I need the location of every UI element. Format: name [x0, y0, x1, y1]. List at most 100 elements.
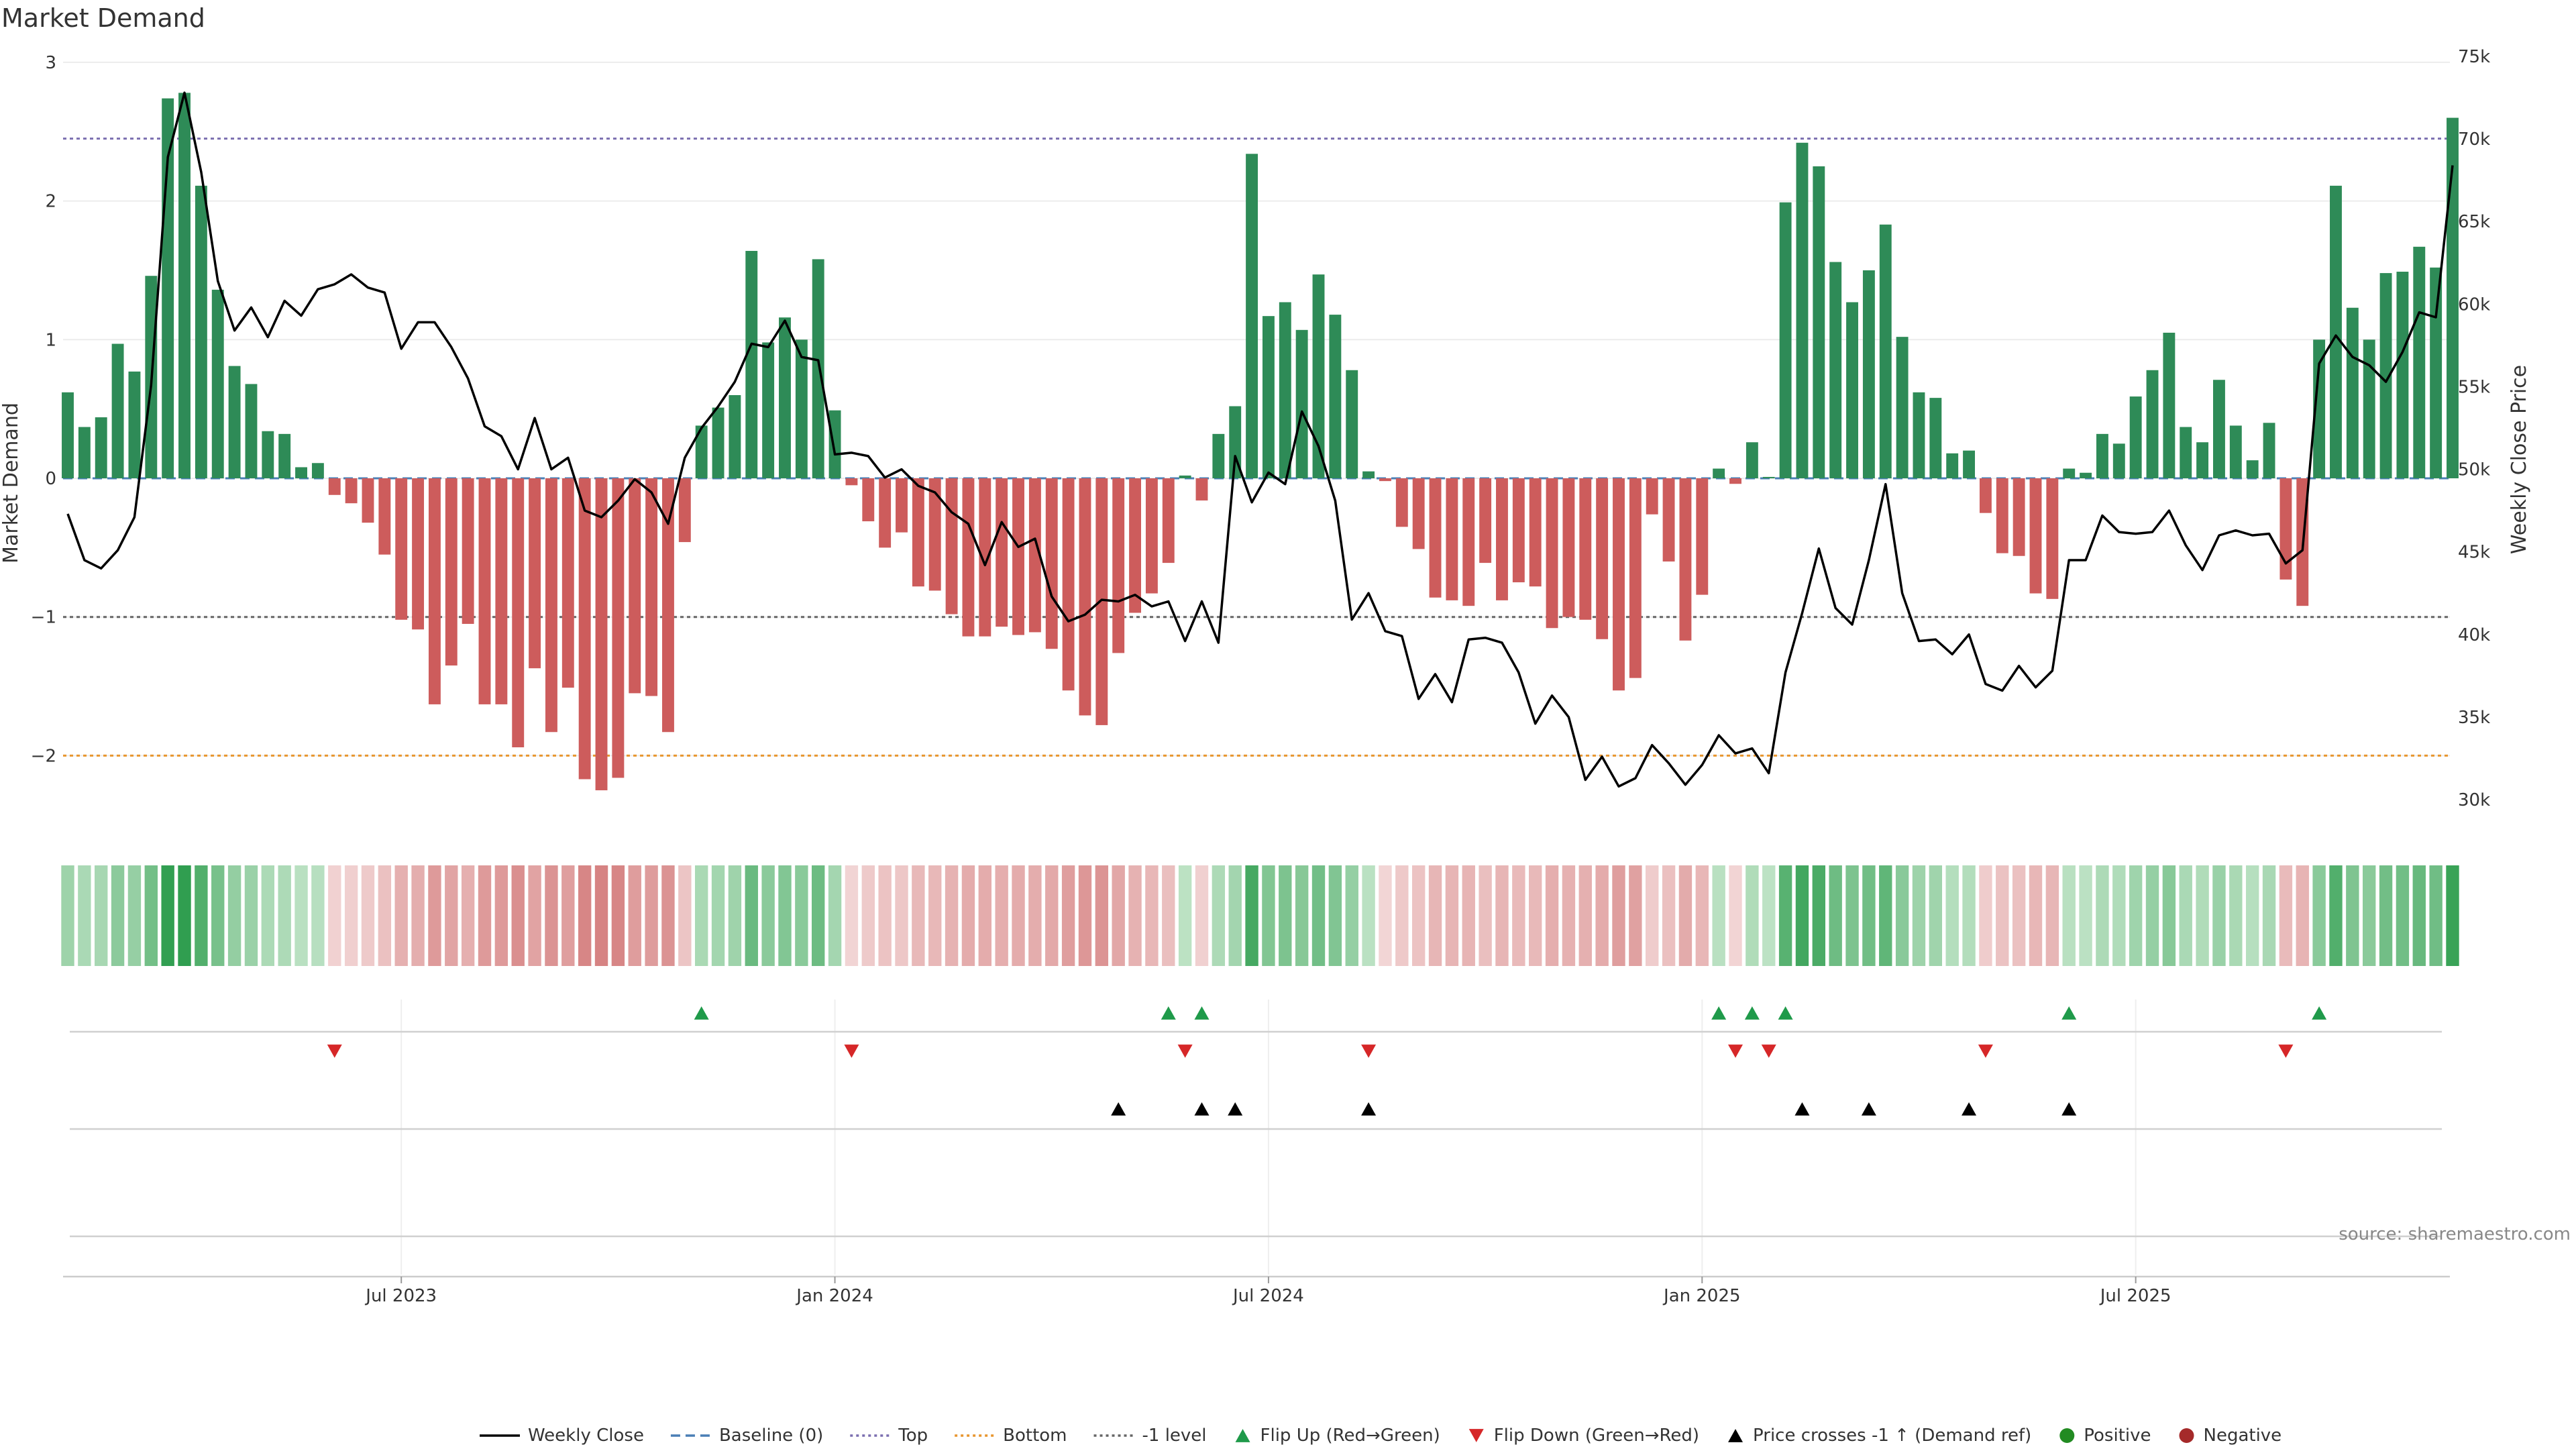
demand-bar: [1762, 476, 1775, 478]
demand-bar: [1696, 478, 1709, 595]
heat-cell: [1212, 865, 1226, 966]
demand-bar: [1979, 478, 1992, 513]
demand-bar: [1346, 370, 1358, 478]
legend-item: Negative: [2179, 1426, 2282, 1446]
heat-cell: [1045, 865, 1059, 966]
heat-cell: [761, 865, 775, 966]
heat-cell: [411, 865, 425, 966]
flip-up-marker: [1161, 1006, 1176, 1020]
legend-item: Flip Down (Green→Red): [1468, 1426, 1699, 1446]
heat-cell: [1845, 865, 1859, 966]
heat-cell: [2079, 865, 2092, 966]
legend-item: Price crosses -1 ↑ (Demand ref): [1728, 1426, 2031, 1446]
demand-bar: [828, 410, 841, 478]
x-tick-label: Jan 2024: [795, 1286, 873, 1306]
demand-bar: [2279, 478, 2292, 580]
heat-cell: [445, 865, 458, 966]
demand-bar: [1312, 274, 1325, 478]
demand-bar: [1813, 166, 1825, 479]
demand-heat-strip: [61, 865, 2459, 966]
demand-bar: [1429, 478, 1442, 598]
demand-bar: [1145, 478, 1158, 594]
flip-up-marker: [694, 1006, 709, 1020]
demand-bar: [2112, 443, 2125, 478]
left-tick-label: 3: [45, 53, 56, 73]
right-tick-label: 60k: [2458, 294, 2490, 315]
flip-down-marker: [1728, 1044, 1743, 1058]
demand-bar: [1996, 478, 2008, 553]
heat-cell: [378, 865, 392, 966]
source-note: source: sharemaestro.com: [2339, 1224, 2571, 1244]
right-tick-label: 50k: [2458, 460, 2490, 480]
flip-up-marker: [2061, 1006, 2077, 1020]
demand-bar: [595, 478, 608, 791]
demand-bar: [1963, 450, 1976, 478]
demand-bar: [1546, 478, 1558, 629]
heat-cell: [812, 865, 825, 966]
demand-bar: [2447, 117, 2459, 478]
heat-cell: [895, 865, 908, 966]
demand-bar: [2263, 423, 2275, 478]
demand-bar: [1212, 433, 1225, 478]
heat-cell: [494, 865, 508, 966]
heat-cell: [511, 865, 525, 966]
demand-bar: [1045, 478, 1058, 649]
demand-bar: [1112, 478, 1125, 653]
heat-cell: [528, 865, 541, 966]
demand-bar: [662, 478, 674, 733]
heat-cell: [1795, 865, 1809, 966]
legend-swatch: [1728, 1429, 1743, 1442]
demand-bar: [996, 478, 1008, 627]
heat-cell: [2045, 865, 2059, 966]
legend-item: Top: [850, 1426, 928, 1446]
heat-cell: [1095, 865, 1109, 966]
heat-cell: [1311, 865, 1326, 966]
demand-bar: [62, 392, 74, 478]
heat-cell: [478, 865, 492, 966]
heat-cell: [1379, 865, 1392, 966]
demand-bar: [262, 431, 274, 478]
left-tick-label: 0: [45, 469, 56, 489]
heat-cell: [1245, 865, 1258, 966]
heat-cell: [2179, 865, 2192, 966]
demand-bar: [1012, 478, 1024, 635]
demand-bar: [1613, 478, 1625, 691]
heat-cell: [1295, 865, 1309, 966]
heat-cell: [1228, 865, 1242, 966]
demand-bar: [178, 93, 191, 478]
heat-cell: [1712, 865, 1725, 966]
heat-cell: [1879, 865, 1892, 966]
demand-bar: [378, 478, 391, 555]
heat-cell: [1411, 865, 1426, 966]
heat-cell: [2279, 865, 2293, 966]
demand-bar: [1195, 478, 1208, 501]
right-tick-label: 55k: [2458, 377, 2490, 397]
legend-item: Baseline (0): [670, 1426, 823, 1446]
demand-bar: [812, 259, 824, 478]
heat-cell: [1762, 865, 1776, 966]
heat-cell: [1612, 865, 1625, 966]
demand-bar: [578, 478, 591, 780]
demand-bar: [2430, 267, 2443, 478]
right-axis: 75k 70k 65k 60k 55k 50k 45k 40k 35k 30k: [2458, 47, 2490, 810]
heat-cell: [2196, 865, 2209, 966]
heat-cell: [1195, 865, 1209, 966]
heat-cell: [1646, 865, 1659, 966]
heat-cell: [2446, 865, 2459, 966]
demand-bar: [779, 317, 791, 478]
heat-cell: [1512, 865, 1525, 966]
right-tick-label: 70k: [2458, 129, 2490, 150]
demand-bars: [62, 93, 2459, 791]
flip-down-marker: [1978, 1044, 1993, 1058]
heat-cell: [845, 865, 859, 966]
demand-bar: [1362, 471, 1375, 478]
heat-cell: [1678, 865, 1693, 966]
heat-cell: [1028, 865, 1042, 966]
heat-cell: [278, 865, 291, 966]
demand-bar: [1028, 478, 1041, 633]
demand-bar: [295, 467, 307, 478]
heat-cell: [1629, 865, 1642, 966]
demand-bar: [2196, 442, 2209, 478]
demand-bar: [2096, 433, 2108, 478]
x-axis: Jul 2023 Jan 2024 Jul 2024 Jan 2025 Jul 2025: [63, 1275, 2450, 1306]
